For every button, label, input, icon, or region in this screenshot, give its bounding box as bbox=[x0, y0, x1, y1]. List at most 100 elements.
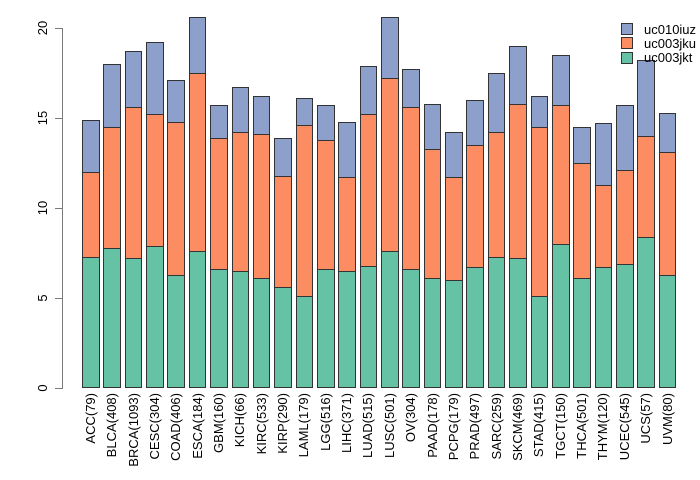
bar-segment-uc003jkt bbox=[402, 269, 420, 388]
legend-item: uc003jku bbox=[621, 35, 697, 51]
x-tick-label: PAAD(178) bbox=[424, 393, 440, 458]
bar-segment-uc003jku bbox=[274, 175, 292, 288]
bar-segment-uc003jkt bbox=[445, 280, 463, 388]
x-tick-label: SKCM(469) bbox=[510, 393, 525, 461]
bar-segment-uc010iuz bbox=[402, 69, 420, 108]
bar-segment-uc010iuz bbox=[381, 17, 399, 79]
x-tick-label: LGG(516) bbox=[317, 393, 333, 451]
bar-segment-uc003jku bbox=[637, 136, 655, 237]
bar-segment-uc010iuz bbox=[445, 132, 463, 178]
bar-segment-uc010iuz bbox=[274, 137, 292, 176]
x-tick-label: OV(304) bbox=[403, 393, 419, 443]
bar-segment-uc003jku bbox=[658, 152, 677, 275]
x-tick-label: ESCA(184) bbox=[189, 393, 205, 459]
legend-swatch-icon bbox=[621, 37, 633, 50]
bar-segment-uc010iuz bbox=[466, 100, 485, 145]
bar-segment-uc003jkt bbox=[423, 278, 442, 388]
legend-swatch-icon bbox=[621, 51, 633, 64]
bar-segment-uc003jkt bbox=[82, 256, 100, 388]
x-tick-label: KIRP(290) bbox=[275, 393, 291, 454]
x-tick-label: COAD(406) bbox=[168, 393, 184, 461]
x-tick-label: TGCT(150) bbox=[552, 393, 568, 459]
bar-segment-uc003jkt bbox=[124, 258, 143, 388]
bar-segment-uc003jkt bbox=[466, 267, 485, 388]
bar-segment-uc003jku bbox=[381, 78, 399, 252]
bar-segment-uc010iuz bbox=[231, 87, 250, 133]
legend: uc010iuz uc003jku uc003jkt bbox=[621, 22, 696, 65]
legend-label: uc003jkt bbox=[644, 50, 693, 66]
y-axis-tick bbox=[55, 28, 63, 29]
y-axis-tick bbox=[55, 118, 63, 119]
bar-segment-uc003jkt bbox=[530, 296, 549, 388]
bar-segment-uc003jku bbox=[530, 127, 549, 297]
bar-segment-uc010iuz bbox=[594, 123, 613, 185]
bar-segment-uc010iuz bbox=[530, 96, 549, 127]
bar-segment-uc003jkt bbox=[146, 245, 164, 388]
bar-segment-uc003jkt bbox=[381, 251, 399, 388]
bar-segment-uc003jkt bbox=[167, 274, 186, 388]
bar-segment-uc010iuz bbox=[252, 96, 271, 135]
x-tick-label: BRCA(1093) bbox=[125, 393, 141, 467]
bar-segment-uc003jkt bbox=[658, 274, 677, 388]
x-tick-label: PCPG(179) bbox=[445, 393, 461, 461]
bar-segment-uc003jkt bbox=[594, 267, 613, 388]
x-tick-label: LIHC(371) bbox=[339, 393, 355, 453]
x-tick-label: GBM(160) bbox=[210, 393, 226, 453]
bar-segment-uc003jkt bbox=[487, 256, 506, 388]
bar-segment-uc010iuz bbox=[423, 103, 442, 149]
bar-segment-uc010iuz bbox=[509, 46, 527, 104]
bar-segment-uc010iuz bbox=[487, 73, 506, 133]
y-axis-tick bbox=[55, 208, 63, 209]
bar-segment-uc003jku bbox=[573, 163, 591, 279]
x-tick-label: LUSC(501) bbox=[381, 393, 397, 459]
bar-segment-uc003jkt bbox=[252, 278, 271, 388]
bar-segment-uc003jkt bbox=[551, 244, 570, 388]
bar-segment-uc003jkt bbox=[359, 265, 378, 388]
x-tick-label: BLCA(408) bbox=[104, 393, 120, 458]
x-tick-label: UCS(57) bbox=[638, 393, 654, 444]
bar-segment-uc010iuz bbox=[295, 98, 314, 126]
y-tick-label: 5 bbox=[35, 294, 50, 302]
bar-segment-uc003jkt bbox=[274, 287, 292, 388]
bar-segment-uc003jku bbox=[252, 134, 271, 279]
bar-segment-uc010iuz bbox=[359, 65, 378, 115]
bar-segment-uc003jku bbox=[124, 107, 143, 259]
bar-segment-uc003jkt bbox=[103, 247, 121, 388]
bar-segment-uc010iuz bbox=[210, 105, 228, 138]
bar-segment-uc003jkt bbox=[231, 271, 250, 388]
x-tick-label: THCA(501) bbox=[574, 393, 590, 459]
bar-segment-uc003jku bbox=[487, 132, 506, 257]
x-tick-label: UVM(80) bbox=[659, 393, 675, 446]
bar-segment-uc003jku bbox=[82, 172, 100, 257]
bar-segment-uc003jku bbox=[316, 139, 335, 270]
x-tick-label: KICH(66) bbox=[232, 393, 248, 448]
legend-label: uc003jku bbox=[644, 35, 697, 51]
bar-segment-uc003jkt bbox=[509, 258, 527, 388]
bar-segment-uc003jku bbox=[423, 148, 442, 279]
x-tick-label: LAML(179) bbox=[296, 393, 312, 458]
bar-segment-uc003jku bbox=[338, 177, 356, 271]
bar-segment-uc003jku bbox=[167, 121, 186, 275]
bar-segment-uc010iuz bbox=[551, 55, 570, 106]
bar-segment-uc003jku bbox=[146, 114, 164, 246]
x-tick-label: CESC(304) bbox=[146, 393, 162, 460]
bar-segment-uc003jkt bbox=[637, 236, 655, 388]
x-tick-label: STAD(415) bbox=[531, 393, 547, 458]
y-tick-label: 15 bbox=[35, 110, 50, 126]
bar-segment-uc010iuz bbox=[616, 105, 634, 171]
bar-segment-uc003jku bbox=[188, 73, 207, 252]
y-tick-label: 0 bbox=[35, 384, 50, 392]
y-tick-label: 20 bbox=[35, 20, 50, 36]
bar-segment-uc003jku bbox=[231, 132, 250, 271]
y-axis-tick bbox=[55, 388, 63, 389]
bar-segment-uc003jku bbox=[509, 103, 527, 259]
bar-segment-uc003jku bbox=[445, 177, 463, 280]
x-tick-label: ACC(79) bbox=[82, 393, 98, 444]
bar-segment-uc003jku bbox=[359, 114, 378, 266]
bar-segment-uc010iuz bbox=[188, 17, 207, 73]
bar-segment-uc003jkt bbox=[295, 296, 314, 388]
legend-item: uc003jkt bbox=[621, 50, 696, 66]
bar-segment-uc003jku bbox=[594, 184, 613, 268]
bar-segment-uc010iuz bbox=[146, 42, 164, 115]
y-tick-label: 10 bbox=[35, 200, 50, 216]
